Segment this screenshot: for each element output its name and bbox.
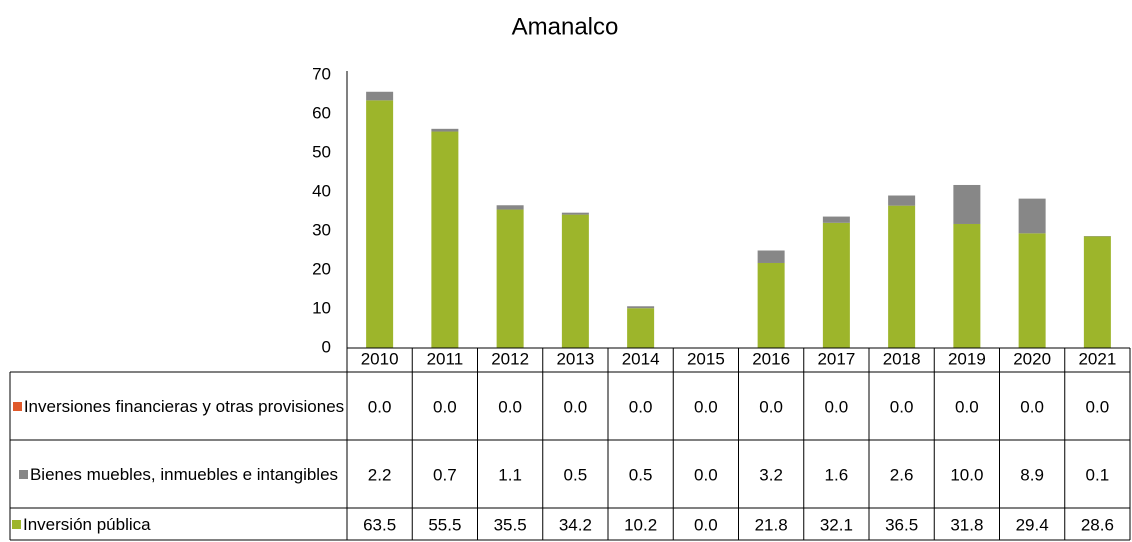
table-value: 3.2 xyxy=(759,465,783,484)
x-tick-label: 2011 xyxy=(427,349,464,368)
x-tick-label: 2015 xyxy=(687,349,725,368)
table-value: 34.2 xyxy=(559,515,592,534)
table-value: 8.9 xyxy=(1020,465,1044,484)
table-value: 0.0 xyxy=(433,397,457,416)
table-value: 1.6 xyxy=(825,465,849,484)
table-value: 63.5 xyxy=(363,515,396,534)
table-value: 0.7 xyxy=(433,465,457,484)
legend-entry: Inversión pública xyxy=(12,508,345,540)
y-tick-label: 20 xyxy=(312,259,331,278)
x-tick-label: 2013 xyxy=(556,349,594,368)
legend-text-wrap: Bienes muebles, inmuebles e intangibles xyxy=(18,464,339,485)
table-value: 0.0 xyxy=(694,397,718,416)
table-value: 0.0 xyxy=(629,397,653,416)
legend-label: Inversión pública xyxy=(23,514,151,534)
x-tick-label: 2016 xyxy=(752,349,790,368)
table-value: 0.0 xyxy=(759,397,783,416)
table-value: 0.0 xyxy=(564,397,588,416)
bar-segment xyxy=(431,131,459,348)
x-tick-label: 2017 xyxy=(817,349,855,368)
table-value: 0.0 xyxy=(890,397,914,416)
legend-entry: Inversiones financieras y otras provisio… xyxy=(12,372,345,440)
table-value: 35.5 xyxy=(494,515,527,534)
bar-segment xyxy=(953,184,981,224)
y-tick-label: 50 xyxy=(312,142,331,161)
table-value: 0.0 xyxy=(1020,397,1044,416)
table-value: 55.5 xyxy=(428,515,461,534)
bar-segment xyxy=(431,128,459,132)
legend-label: Inversiones financieras y otras provisio… xyxy=(23,396,345,416)
table-value: 31.8 xyxy=(950,515,983,534)
legend-swatch xyxy=(12,519,21,529)
table-value: 0.0 xyxy=(694,515,718,534)
x-tick-label: 2019 xyxy=(948,349,986,368)
y-tick-label: 10 xyxy=(312,298,331,317)
y-tick-label: 70 xyxy=(312,64,331,83)
table-value: 0.5 xyxy=(564,465,588,484)
table-value: 0.5 xyxy=(629,465,653,484)
legend-text-wrap: Inversión pública xyxy=(12,514,151,535)
legend-text-wrap: Inversiones financieras y otras provisio… xyxy=(12,396,345,417)
bar-segment xyxy=(496,205,524,210)
table-value: 1.1 xyxy=(498,465,522,484)
table-value: 21.8 xyxy=(755,515,788,534)
table-value: 10.0 xyxy=(950,465,983,484)
bar-segment xyxy=(627,306,655,309)
table-value: 29.4 xyxy=(1016,515,1049,534)
table-value: 28.6 xyxy=(1081,515,1114,534)
bar-segment xyxy=(561,212,589,215)
table-value: 0.0 xyxy=(498,397,522,416)
x-tick-label: 2010 xyxy=(361,349,399,368)
bar-segment xyxy=(366,91,394,101)
table-value: 0.1 xyxy=(1086,465,1110,484)
legend-entry: Bienes muebles, inmuebles e intangibles xyxy=(12,440,345,508)
table-value: 10.2 xyxy=(624,515,657,534)
table-value: 0.0 xyxy=(955,397,979,416)
x-tick-label: 2020 xyxy=(1013,349,1051,368)
chart-title: Amanalco xyxy=(512,13,619,40)
legend-swatch xyxy=(18,469,28,479)
bar-segment xyxy=(757,262,785,348)
bar-segment xyxy=(1018,233,1046,348)
table-value: 0.0 xyxy=(825,397,849,416)
y-tick-label: 60 xyxy=(312,103,331,122)
table-value: 0.0 xyxy=(694,465,718,484)
table-value: 0.0 xyxy=(368,397,392,416)
x-tick-label: 2014 xyxy=(622,349,660,368)
table-value: 2.2 xyxy=(368,465,392,484)
bar-segment xyxy=(822,216,850,223)
bar-segment xyxy=(366,100,394,348)
legend-swatch xyxy=(12,401,22,411)
legend-label: Bienes muebles, inmuebles e intangibles xyxy=(29,464,339,484)
y-tick-label: 40 xyxy=(312,181,331,200)
bar-segment xyxy=(953,223,981,348)
x-tick-label: 2021 xyxy=(1078,349,1116,368)
y-tick-label: 0 xyxy=(322,337,331,356)
x-tick-label: 2018 xyxy=(883,349,921,368)
bar-segment xyxy=(822,222,850,348)
bar-segment xyxy=(757,250,785,263)
y-tick-label: 30 xyxy=(312,220,331,239)
x-tick-label: 2012 xyxy=(491,349,529,368)
bar-segment xyxy=(1018,198,1046,234)
table-value: 32.1 xyxy=(820,515,853,534)
bar-segment xyxy=(561,214,589,348)
table-value: 0.0 xyxy=(1086,397,1110,416)
bar-segment xyxy=(627,308,655,348)
table-value: 2.6 xyxy=(890,465,914,484)
bar-segment xyxy=(888,205,916,348)
bar-segment xyxy=(1083,236,1111,348)
bar-segment xyxy=(888,195,916,206)
table-value: 36.5 xyxy=(885,515,918,534)
bar-segment xyxy=(496,209,524,348)
